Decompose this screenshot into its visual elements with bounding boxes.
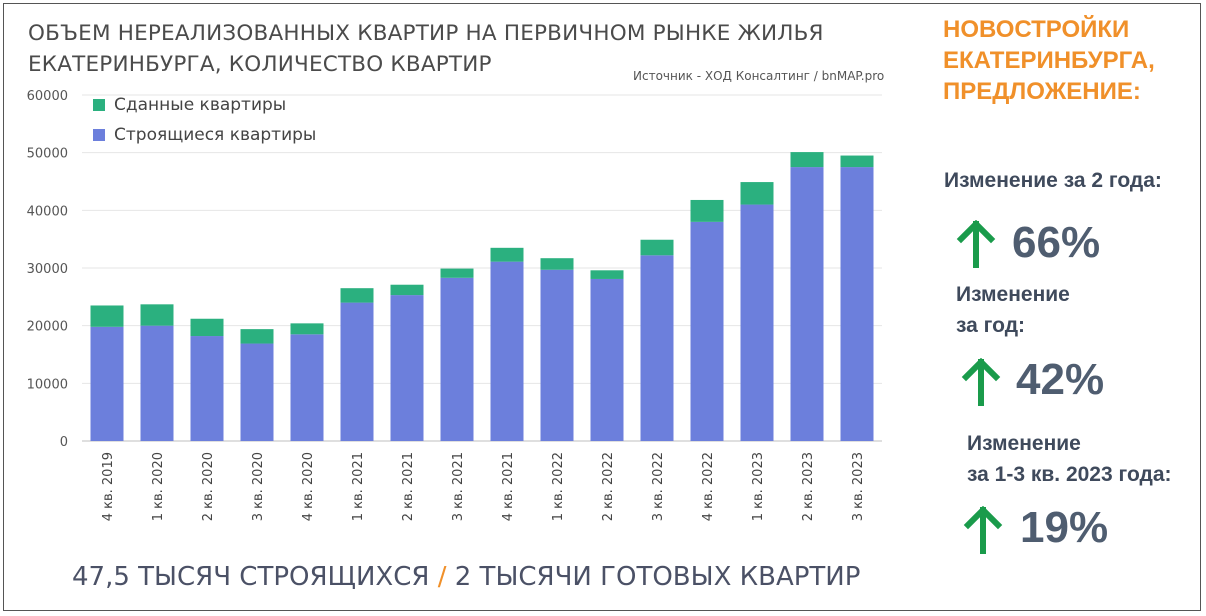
bar-completed <box>590 270 624 279</box>
bar-completed <box>90 305 124 327</box>
bottom-caption-part2: 2 ТЫСЯЧИ ГОТОВЫХ КВАРТИР <box>446 562 861 592</box>
bar-under-construction <box>690 221 724 441</box>
bar-under-construction <box>140 325 174 441</box>
bar-completed <box>240 329 274 344</box>
bar-under-construction <box>340 302 374 441</box>
bar-under-construction <box>290 334 324 441</box>
side-title: НОВОСТРОЙКИ ЕКАТЕРИНБУРГА, ПРЕДЛОЖЕНИЕ: <box>943 16 1155 105</box>
bottom-caption-part1: 47,5 ТЫСЯЧ СТРОЯЩИХСЯ <box>72 562 438 592</box>
bar-completed <box>440 268 474 278</box>
source-note: Источник - ХОД Консалтинг / bnMAP.pro <box>633 69 885 83</box>
change-label-2023: Изменение за 1-3 кв. 2023 года: <box>967 432 1172 486</box>
bar-completed <box>140 304 174 326</box>
slide-frame <box>3 3 1201 611</box>
bar-completed <box>390 284 424 296</box>
bar-under-construction <box>790 167 824 442</box>
legend-swatch <box>93 99 105 111</box>
x-tick-label: 2 кв. 2021 <box>401 452 416 521</box>
legend-swatch <box>93 129 105 141</box>
x-tick-label: 4 кв. 2021 <box>501 452 516 521</box>
x-tick-label: 3 кв. 2022 <box>651 452 666 521</box>
x-tick-label: 3 кв. 2023 <box>851 452 866 521</box>
y-tick-label: 40000 <box>27 204 68 219</box>
bar-under-construction <box>540 269 574 441</box>
bar-under-construction <box>90 326 124 441</box>
bar-completed <box>340 288 374 303</box>
x-tick-label: 2 кв. 2020 <box>201 452 216 521</box>
change-value-2023: 19% <box>1020 503 1109 552</box>
bar-completed <box>540 258 574 270</box>
x-tick-label: 4 кв. 2020 <box>301 452 316 521</box>
bar-completed <box>740 182 774 205</box>
bar-under-construction <box>490 261 524 441</box>
bar-completed <box>290 323 324 335</box>
chart-title: ОБЪЕМ НЕРЕАЛИЗОВАННЫХ КВАРТИР НА ПЕРВИЧН… <box>28 18 908 80</box>
bottom-caption-slash: / <box>437 562 447 592</box>
y-tick-label: 50000 <box>27 147 68 162</box>
x-tick-label: 4 кв. 2022 <box>701 452 716 521</box>
legend-label: Строящиеся квартиры <box>114 125 316 145</box>
x-tick-label: 4 кв. 2019 <box>101 452 116 521</box>
bar-under-construction <box>440 277 474 441</box>
bar-under-construction <box>390 295 424 441</box>
bar-under-construction <box>640 255 674 441</box>
x-tick-label: 1 кв. 2022 <box>551 452 566 521</box>
bar-completed <box>490 247 524 262</box>
x-tick-label: 2 кв. 2022 <box>601 452 616 521</box>
chart-title-line1: ОБЪЕМ НЕРЕАЛИЗОВАННЫХ КВАРТИР НА ПЕРВИЧН… <box>28 21 824 46</box>
bar-under-construction <box>590 278 624 441</box>
x-tick-label: 2 кв. 2023 <box>801 452 816 521</box>
x-tick-label: 1 кв. 2023 <box>751 452 766 521</box>
x-tick-label: 3 кв. 2020 <box>251 452 266 521</box>
change-value-2-years: 66% <box>1012 218 1101 267</box>
x-tick-label: 1 кв. 2021 <box>351 452 366 521</box>
bottom-caption: 47,5 ТЫСЯЧ СТРОЯЩИХСЯ / 2 ТЫСЯЧИ ГОТОВЫХ… <box>72 562 860 592</box>
y-tick-label: 20000 <box>27 320 68 335</box>
up-arrow-icon <box>956 220 996 268</box>
legend-label: Сданные квартиры <box>114 95 286 115</box>
y-tick-label: 60000 <box>27 89 68 104</box>
x-tick-label: 1 кв. 2020 <box>151 452 166 521</box>
y-tick-label: 10000 <box>27 377 68 392</box>
y-tick-label: 30000 <box>27 262 68 277</box>
chart-title-line2: ЕКАТЕРИНБУРГА, КОЛИЧЕСТВО КВАРТИР <box>28 52 492 77</box>
bar-under-construction <box>190 336 224 441</box>
change-label-year: Изменение за год: <box>956 283 1070 337</box>
y-tick-label: 0 <box>60 435 68 450</box>
change-label-2-years: Изменение за 2 года: <box>944 169 1162 192</box>
bar-completed <box>840 155 874 168</box>
change-value-year: 42% <box>1016 355 1105 404</box>
x-tick-label: 3 кв. 2021 <box>451 452 466 521</box>
up-arrow-icon <box>961 358 1001 406</box>
bar-completed <box>640 239 674 256</box>
bar-under-construction <box>740 204 774 441</box>
up-arrow-icon <box>963 506 1003 554</box>
bar-under-construction <box>240 343 274 441</box>
bar-completed <box>790 152 824 168</box>
bar-completed <box>190 318 224 337</box>
bar-completed <box>690 199 724 222</box>
bar-under-construction <box>840 167 874 442</box>
